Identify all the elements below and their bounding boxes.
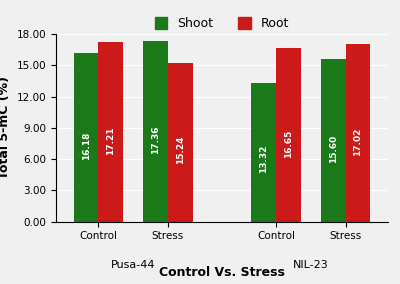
Text: 16.65: 16.65 (284, 129, 293, 158)
Bar (74, 53, 98, 222)
Bar (321, 59, 346, 222)
Text: 15.24: 15.24 (176, 136, 185, 164)
Text: 16.18: 16.18 (82, 131, 91, 160)
Text: 15.60: 15.60 (329, 134, 338, 162)
Legend: Shoot, Root: Shoot, Root (150, 12, 294, 35)
Bar (346, 44, 370, 222)
Bar (168, 63, 193, 222)
Text: NIL-23: NIL-23 (293, 260, 329, 270)
Text: 17.36: 17.36 (151, 126, 160, 154)
Text: 13.32: 13.32 (259, 145, 268, 173)
Text: Pusa-44: Pusa-44 (111, 260, 156, 270)
Bar (143, 41, 168, 222)
Y-axis label: Total 5-mC (%): Total 5-mC (%) (0, 76, 11, 179)
Text: 17.02: 17.02 (353, 128, 362, 156)
Bar (276, 48, 301, 222)
Bar (251, 83, 276, 222)
Bar (98, 42, 123, 222)
X-axis label: Control Vs. Stress: Control Vs. Stress (159, 266, 285, 279)
Text: 17.21: 17.21 (106, 127, 115, 155)
